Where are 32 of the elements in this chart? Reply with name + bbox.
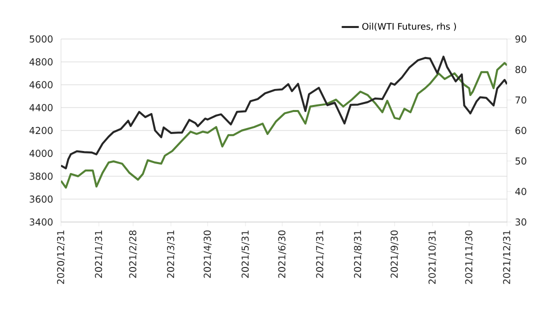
y-tick-label: 4800: [29, 58, 53, 66]
x-tick-label: 2021/10/31: [428, 230, 436, 284]
legend-label: Oil(WTI Futures, rhs ): [362, 22, 456, 31]
x-tick-label: 2021/7/31: [316, 230, 324, 278]
y2-tick-label: 30: [516, 218, 526, 226]
y2-tick-label: 80: [515, 66, 526, 74]
y-tick-label: 3600: [30, 196, 53, 203]
y2-tick-label: 90: [515, 35, 526, 43]
x-tick-label: 2021/6/30: [278, 230, 286, 278]
y2-tick-label: 40: [515, 188, 526, 196]
x-tick-label: 2021/3/31: [167, 230, 175, 278]
y-tick-label: 3800: [30, 172, 53, 180]
y-tick-label: 4600: [29, 81, 53, 88]
y-tick-label: 4200: [29, 126, 53, 134]
x-tick-label: 2020/12/31: [57, 230, 65, 284]
y2-tick-label: 60: [515, 126, 526, 134]
x-tick-label: 2021/12/31: [503, 230, 511, 284]
line-series: [61, 56, 508, 170]
y2-tick-label: 70: [516, 96, 526, 104]
x-tick-label: 2021/5/31: [242, 230, 250, 278]
y-tick-label: 5000: [30, 35, 53, 43]
line-series: [61, 62, 508, 189]
y2-tick-label: 50: [516, 157, 526, 165]
y-tick-label: 4000: [29, 150, 53, 157]
x-tick-label: 2021/1/31: [94, 230, 103, 278]
x-tick-label: 2021/4/30: [204, 230, 212, 278]
x-tick-label: 2021/2/28: [129, 230, 138, 278]
x-tick-label: 2021/11/30: [465, 230, 474, 284]
y-tick-label: 4400: [29, 104, 53, 112]
y-tick-label: 3400: [30, 218, 53, 226]
x-tick-label: 2021/9/30: [390, 230, 399, 278]
x-tick-label: 2021/8/31: [354, 230, 362, 278]
